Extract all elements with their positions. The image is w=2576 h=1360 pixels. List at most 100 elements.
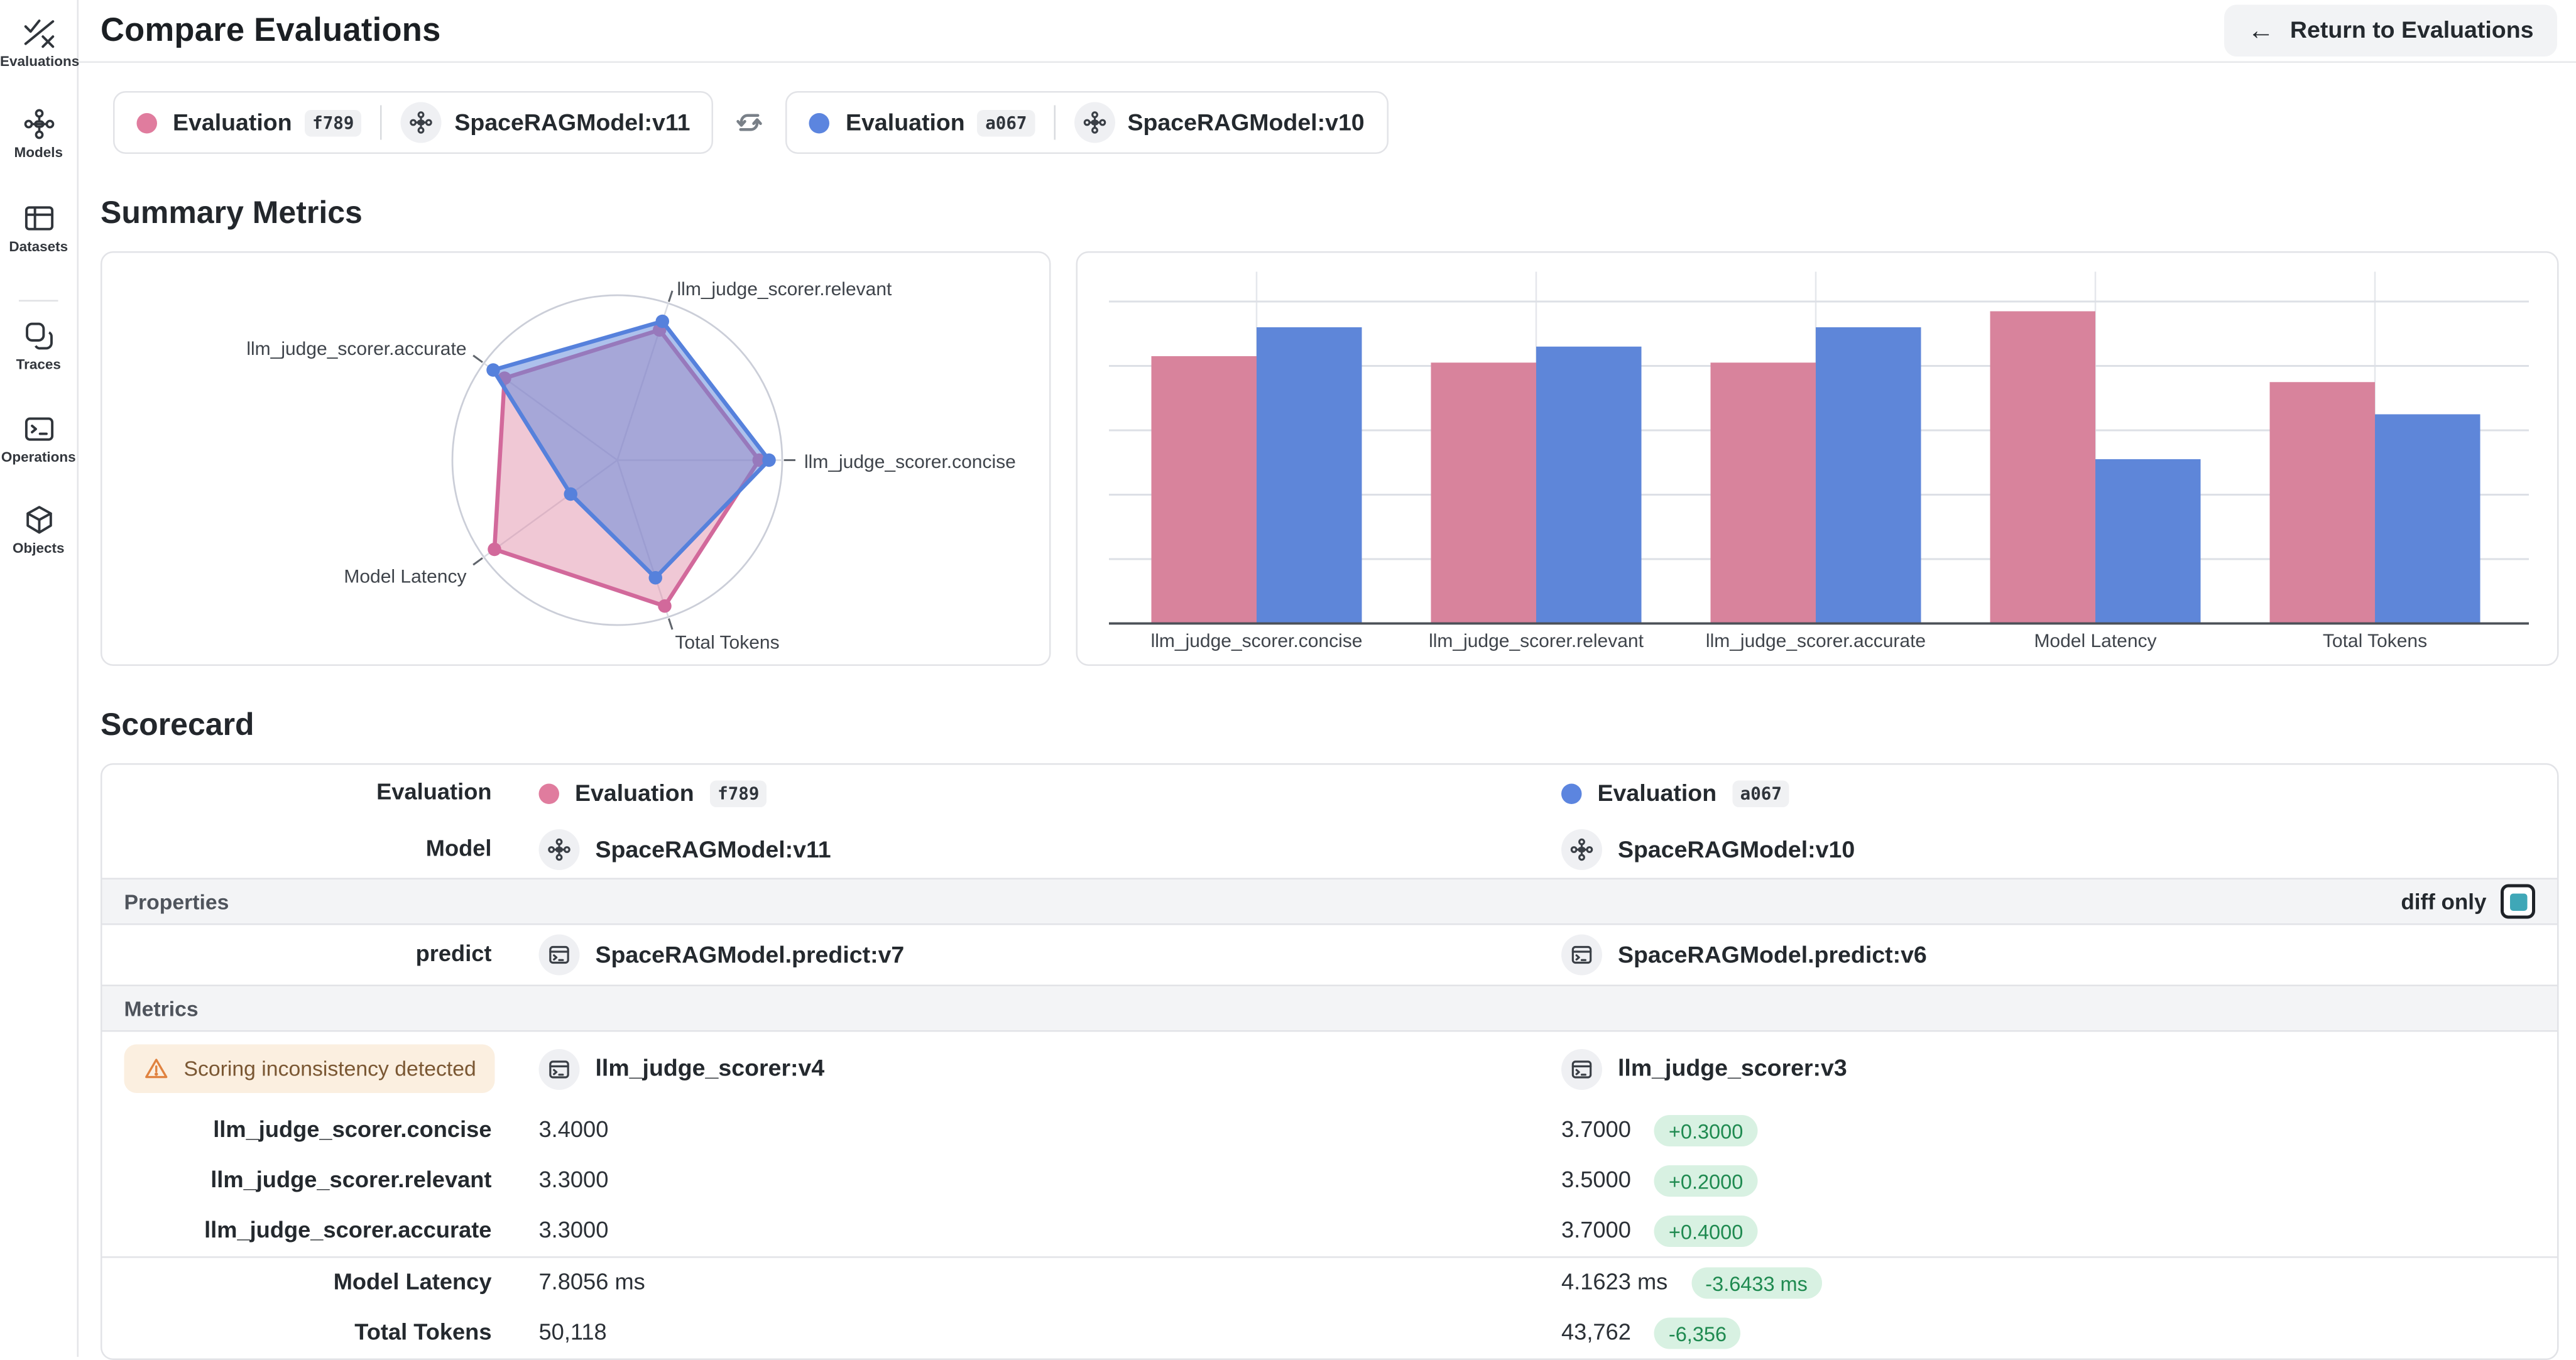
diff-only-toggle[interactable]: diff only <box>2401 884 2535 919</box>
sidebar-item-evaluations[interactable]: Evaluations <box>0 16 80 69</box>
main-area: Compare Evaluations ← Return to Evaluati… <box>79 0 2576 1360</box>
row-label: llm_judge_scorer.concise <box>213 1118 492 1143</box>
right-value-cell: 3.7000 +0.3000 <box>1561 1115 2557 1146</box>
traces-icon <box>0 319 77 354</box>
right-value-cell: 3.7000 +0.4000 <box>1561 1216 2557 1247</box>
svg-text:llm_judge_scorer.accurate: llm_judge_scorer.accurate <box>1706 631 1926 651</box>
operations-icon <box>0 411 77 446</box>
radar-chart-panel: llm_judge_scorer.relevant llm_judge_score… <box>101 251 1051 666</box>
op-terminal-icon <box>1561 934 1602 976</box>
metric-value-right: 3.5000 <box>1561 1168 1631 1194</box>
left-value-cell: 3.3000 <box>539 1168 1562 1194</box>
row-label: llm_judge_scorer.relevant <box>210 1168 492 1194</box>
evaluation-pill-right[interactable]: Evaluation a067 SpaceRAGModel:v10 <box>786 91 1389 154</box>
evaluation-pill-left[interactable]: Evaluation f789 SpaceRAGModel:v11 <box>113 91 714 154</box>
sidebar-item-label: Operations <box>1 449 76 465</box>
model-node-icon <box>401 102 442 143</box>
section-header-properties: Properties diff only <box>102 878 2557 925</box>
evaluation-color-dot <box>809 112 831 133</box>
scoring-inconsistency-warning: Scoring inconsistency detected <box>124 1044 495 1093</box>
object-version-link[interactable]: SpaceRAGModel:v11 <box>595 836 831 863</box>
metric-value-right: 4.1623 ms <box>1561 1270 1668 1296</box>
right-value-cell: Evaluation a067 <box>1561 780 2557 807</box>
sidebar-item-datasets[interactable]: Datasets <box>0 201 77 254</box>
warning-cell: Scoring inconsistency detected <box>102 1044 539 1093</box>
right-value-cell: 4.1623 ms -3.6433 ms <box>1561 1267 2557 1299</box>
metric-value-right: 43,762 <box>1561 1320 1631 1346</box>
row-label: Total Tokens <box>354 1320 492 1346</box>
object-version-link[interactable]: SpaceRAGModel:v10 <box>1618 836 1855 863</box>
section-header-label: Metrics <box>124 996 199 1020</box>
scorecard-row-llm-judge-scorer-concise: llm_judge_scorer.concise 3.4000 3.7000 +0.… <box>102 1106 2558 1156</box>
svg-text:llm_judge_scorer.accurate: llm_judge_scorer.accurate <box>246 339 466 359</box>
scorecard-row-model: Model SpaceRAGModel:v11 SpaceRAGModel:v1… <box>102 822 2558 878</box>
model-name-link[interactable]: SpaceRAGModel:v11 <box>454 109 690 136</box>
objects-icon <box>0 503 77 537</box>
sidebar-nav: Evaluations Models Datasets Traces Operation… <box>0 0 79 1357</box>
scorecard-title: Scorecard <box>101 708 254 743</box>
radar-chart: llm_judge_scorer.relevant llm_judge_score… <box>246 279 1016 653</box>
model-node-icon <box>538 829 580 870</box>
metric-value-left: 7.8056 ms <box>538 1270 645 1296</box>
warning-text: Scoring inconsistency detected <box>183 1057 476 1081</box>
evaluations-icon <box>0 16 77 50</box>
evaluation-name: Evaluation <box>846 109 965 136</box>
metric-diff-badge: -6,356 <box>1654 1317 1741 1349</box>
row-label: llm_judge_scorer.accurate <box>204 1219 492 1244</box>
return-to-evaluations-button[interactable]: ← Return to Evaluations <box>2224 4 2557 57</box>
page-header: Compare Evaluations ← Return to Evaluati… <box>79 0 2576 63</box>
evaluation-picker-row: Evaluation f789 SpaceRAGModel:v11 Evaluati… <box>113 91 2559 154</box>
summary-metrics-title: Summary Metrics <box>101 196 363 231</box>
object-version-link[interactable]: llm_judge_scorer:v4 <box>595 1055 825 1082</box>
sidebar-item-operations[interactable]: Operations <box>0 411 77 465</box>
scorecard-row-predict: predict SpaceRAGModel.predict:v7 SpaceRA… <box>102 925 2558 985</box>
object-version-link[interactable]: SpaceRAGModel.predict:v6 <box>1618 941 1927 969</box>
right-value-cell: SpaceRAGModel.predict:v6 <box>1561 934 2557 976</box>
scorecard-row-total-tokens: Total Tokens 50,118 43,762 -6,356 <box>102 1308 2558 1359</box>
svg-text:Total Tokens: Total Tokens <box>2323 631 2427 651</box>
swap-arrows-icon[interactable] <box>734 107 766 138</box>
sidebar-item-models[interactable]: Models <box>0 107 77 160</box>
sidebar-item-label: Traces <box>16 356 61 373</box>
section-header-label: Properties <box>124 889 229 913</box>
object-version-link[interactable]: SpaceRAGModel.predict:v7 <box>595 941 905 969</box>
svg-text:Model Latency: Model Latency <box>2034 631 2156 651</box>
metric-value-left: 3.4000 <box>538 1118 609 1143</box>
op-terminal-icon <box>538 1048 580 1089</box>
evaluation-code-badge: a067 <box>977 109 1035 136</box>
svg-text:llm_judge_scorer.relevant: llm_judge_scorer.relevant <box>1429 631 1644 651</box>
svg-text:llm_judge_scorer.concise: llm_judge_scorer.concise <box>1151 631 1363 651</box>
svg-text:llm_judge_scorer.relevant: llm_judge_scorer.relevant <box>677 279 893 300</box>
sidebar-divider <box>19 300 58 302</box>
metric-value-left: 50,118 <box>538 1320 607 1346</box>
return-button-label: Return to Evaluations <box>2289 17 2534 45</box>
op-terminal-icon <box>1561 1048 1602 1089</box>
page-content: Evaluation f789 SpaceRAGModel:v11 Evaluati… <box>79 91 2576 1360</box>
scorecard-row-scorer: Scoring inconsistency detected llm_judge… <box>102 1032 2558 1106</box>
evaluation-code-badge: f789 <box>709 780 767 807</box>
left-value-cell: 7.8056 ms <box>539 1271 1562 1296</box>
pill-separator <box>380 105 383 140</box>
evaluation-name: Evaluation <box>1597 780 1717 807</box>
svg-text:llm_judge_scorer.concise: llm_judge_scorer.concise <box>804 452 1016 472</box>
evaluation-code-badge: f789 <box>304 109 362 136</box>
metric-value-right: 3.7000 <box>1561 1219 1631 1244</box>
model-name-link[interactable]: SpaceRAGModel:v10 <box>1127 109 1365 136</box>
sidebar-item-label: Evaluations <box>0 53 80 69</box>
sidebar-item-traces[interactable]: Traces <box>0 319 77 373</box>
object-version-link[interactable]: llm_judge_scorer:v3 <box>1618 1055 1847 1082</box>
metric-diff-badge: +0.2000 <box>1654 1165 1757 1197</box>
diff-only-checkbox[interactable] <box>2501 884 2535 919</box>
sidebar-item-objects[interactable]: Objects <box>0 503 77 556</box>
evaluation-code-badge: a067 <box>1732 780 1790 807</box>
row-label: Model <box>425 837 492 862</box>
metric-value-left: 3.3000 <box>538 1168 609 1194</box>
op-terminal-icon <box>538 934 580 976</box>
evaluation-color-dot <box>136 112 157 133</box>
metric-value-left: 3.3000 <box>538 1219 609 1244</box>
scorecard-row-llm-judge-scorer-accurate: llm_judge_scorer.accurate 3.3000 3.7000 +0… <box>102 1206 2558 1256</box>
scorer-right-cell: llm_judge_scorer:v3 <box>1561 1048 2557 1089</box>
row-label: Evaluation <box>376 780 492 806</box>
left-value-cell: Evaluation f789 <box>538 780 1562 807</box>
left-value-cell: SpaceRAGModel.predict:v7 <box>538 934 1562 976</box>
